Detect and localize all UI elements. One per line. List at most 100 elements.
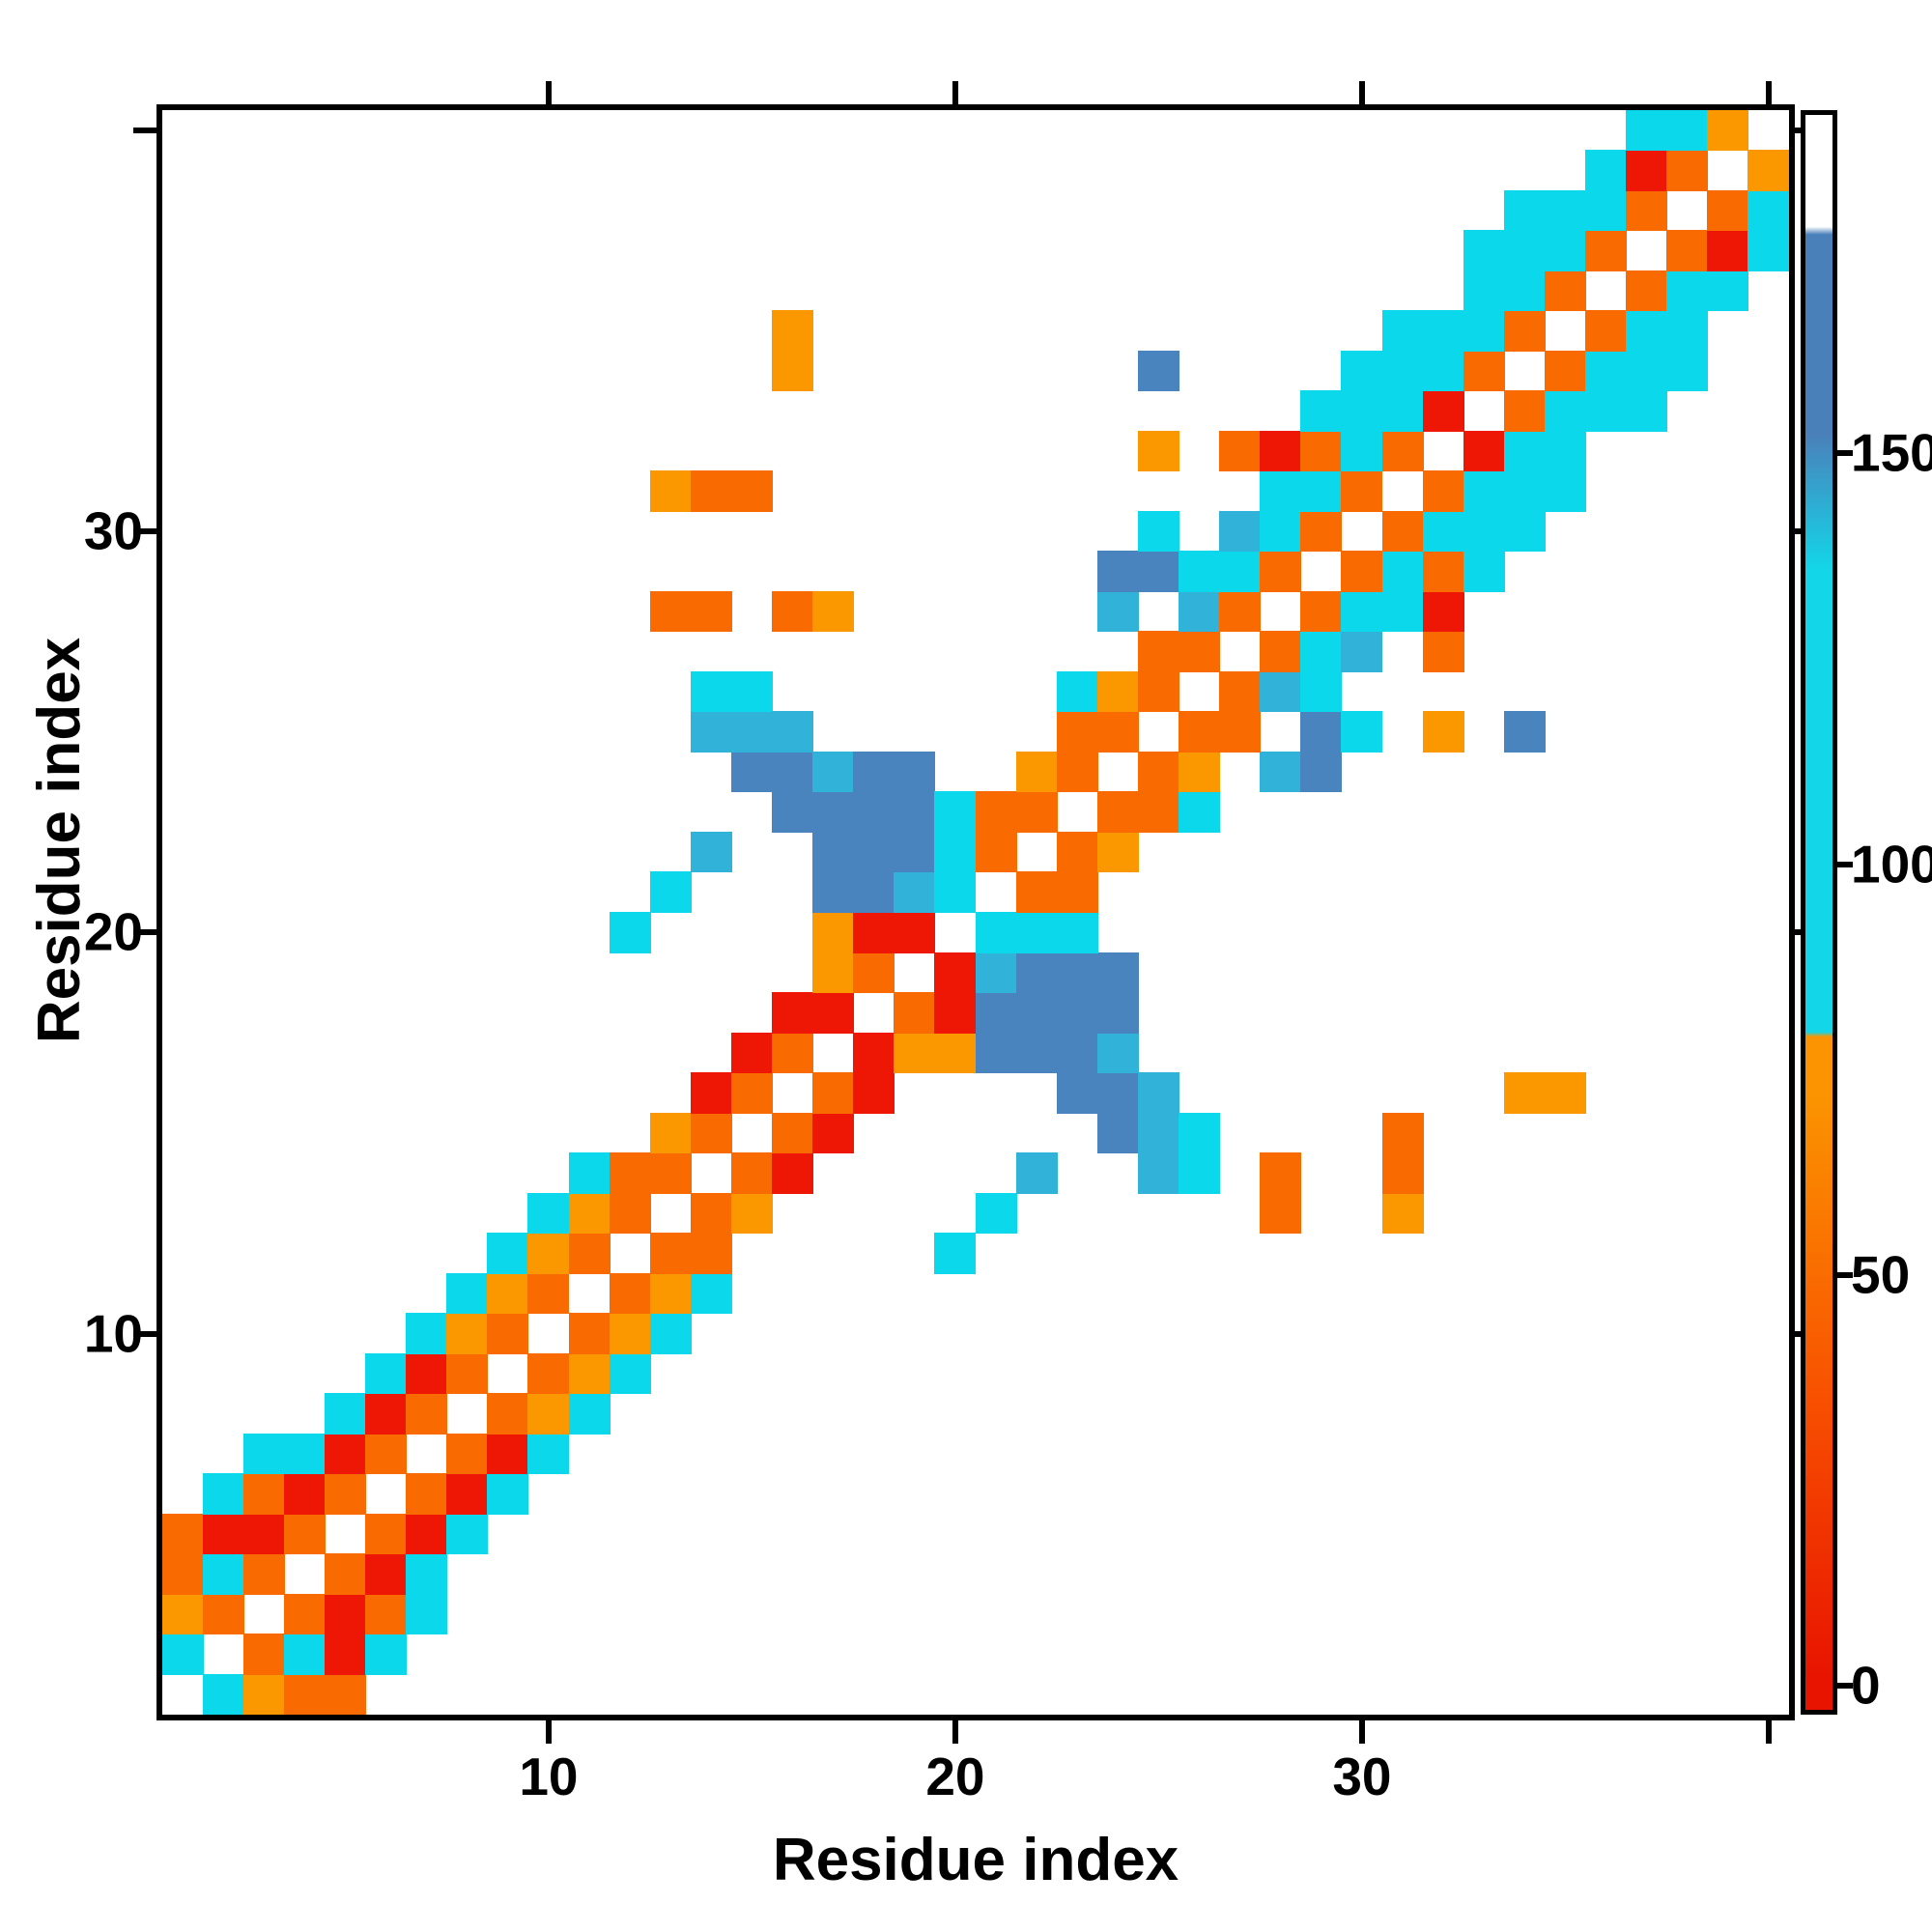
colorbar [1801, 110, 1837, 1715]
heatmap-cell [1137, 631, 1179, 672]
heatmap-cell [1096, 791, 1139, 833]
heatmap-cell [1341, 390, 1383, 432]
heatmap-cell [1626, 150, 1668, 191]
heatmap-cell [853, 751, 895, 793]
heatmap-cell [1056, 912, 1098, 953]
heatmap-cell [1015, 952, 1058, 994]
heatmap-cell [812, 1072, 855, 1114]
heatmap-cell [894, 831, 936, 873]
heatmap-cell [1015, 1032, 1058, 1074]
colorbar-tick [1837, 450, 1853, 457]
heatmap-cell [975, 831, 1017, 873]
heatmap-cell [1585, 189, 1628, 232]
heatmap-cell [1503, 510, 1546, 553]
heatmap-cell [1544, 390, 1586, 432]
heatmap-cell [202, 1553, 244, 1595]
heatmap-cell [1260, 631, 1302, 672]
heatmap-cell [609, 1313, 651, 1354]
heatmap-cell [1179, 551, 1221, 592]
heatmap-cell [649, 1313, 692, 1354]
heatmap-cell [527, 1352, 570, 1395]
y-tick-label: 10 [83, 1303, 143, 1363]
heatmap-cell [853, 1032, 895, 1074]
heatmap-cell [1585, 150, 1628, 191]
colorbar-gradient [1805, 115, 1833, 1710]
heatmap-cell [568, 1152, 611, 1194]
heatmap-cell [242, 1433, 285, 1475]
heatmap-cell [1381, 390, 1424, 432]
heatmap-cell [1544, 1072, 1586, 1114]
heatmap-cell [1137, 751, 1179, 793]
heatmap-cell [772, 1152, 814, 1194]
colorbar-tick-label: 50 [1851, 1244, 1911, 1305]
heatmap-cell [934, 1233, 977, 1274]
heatmap-cell [1666, 230, 1709, 271]
heatmap-cell [1300, 631, 1343, 672]
heatmap-cell [283, 1593, 326, 1635]
heatmap-cell [1422, 631, 1464, 672]
heatmap-cell [283, 1433, 326, 1475]
heatmap-cell [1300, 670, 1343, 713]
heatmap-cell [812, 952, 855, 994]
heatmap-cell [202, 1473, 244, 1515]
heatmap-cell [1096, 992, 1139, 1034]
heatmap-cell [812, 831, 855, 873]
colorbar-tick [1837, 861, 1853, 867]
heatmap-cell [568, 1192, 611, 1235]
heatmap-cell [1260, 1192, 1302, 1235]
heatmap-cell [1544, 350, 1586, 392]
heatmap-cell [1422, 470, 1464, 512]
heatmap-cell [568, 1313, 611, 1354]
colorbar-tick-label: 100 [1851, 834, 1932, 895]
heatmap-cell [406, 1473, 448, 1515]
heatmap-cell [812, 1112, 855, 1154]
heatmap-cell [1381, 1192, 1424, 1235]
heatmap-cell [853, 831, 895, 873]
heatmap-cell [406, 1593, 448, 1635]
heatmap-cell [324, 1553, 366, 1595]
heatmap-cell [1179, 751, 1221, 793]
heatmap-cell [1422, 310, 1464, 352]
heatmap-cell [446, 1513, 489, 1555]
heatmap-cell [690, 1272, 732, 1315]
heatmap-cell [446, 1433, 489, 1475]
axis-tick [133, 929, 156, 936]
heatmap-cell [1341, 631, 1383, 672]
heatmap-cell [1666, 350, 1709, 392]
heatmap-cell [1463, 270, 1505, 312]
heatmap-cell [1544, 430, 1586, 472]
heatmap-cell [365, 1593, 408, 1635]
heatmap-cell [1137, 1072, 1179, 1114]
heatmap-cell [934, 831, 977, 873]
heatmap-cell [1015, 912, 1058, 953]
axis-tick [133, 528, 156, 534]
x-tick-label: 20 [925, 1747, 985, 1806]
heatmap-cell [1463, 470, 1505, 512]
heatmap-cell [1341, 590, 1383, 633]
heatmap-cell [162, 1553, 204, 1595]
heatmap-cell [894, 791, 936, 833]
heatmap-cell [1422, 510, 1464, 553]
heatmap-cell [975, 952, 1017, 994]
heatmap-cell [772, 751, 814, 793]
heatmap-cell [934, 871, 977, 913]
heatmap-cell [772, 1032, 814, 1074]
heatmap-cell [365, 1352, 408, 1395]
heatmap-cell [1096, 590, 1139, 633]
heatmap-cell [527, 1233, 570, 1274]
heatmap-cell [283, 1513, 326, 1555]
axis-tick [545, 81, 552, 104]
heatmap-cell [1341, 711, 1383, 753]
y-tick-label: 30 [83, 500, 143, 561]
heatmap-cell [406, 1513, 448, 1555]
heatmap-cell [1137, 430, 1179, 472]
heatmap-cell [1503, 230, 1546, 271]
heatmap-cell [1219, 510, 1262, 553]
heatmap-cell [1626, 390, 1668, 432]
heatmap-cell [446, 1473, 489, 1515]
heatmap-cell [853, 912, 895, 953]
heatmap-cell [690, 1112, 732, 1154]
heatmap-cell [1056, 952, 1098, 994]
heatmap-cell [1503, 711, 1546, 753]
y-axis-title: Residue index [26, 637, 93, 1044]
